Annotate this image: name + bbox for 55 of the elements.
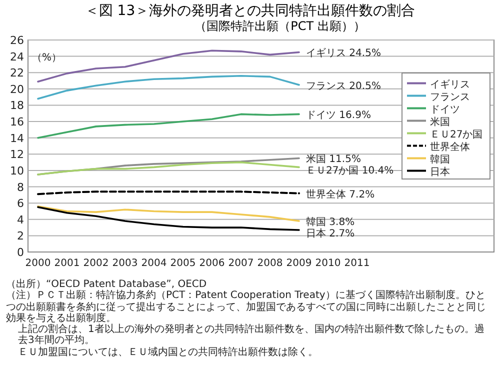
x-tick-label: 2007	[228, 258, 254, 269]
line-series	[37, 206, 300, 231]
annotation: 韓国 3.8%	[306, 216, 355, 228]
y-tick-label: 18	[10, 99, 24, 112]
y-tick-label: 26	[10, 34, 24, 47]
x-tick-label: 2004	[141, 258, 167, 269]
annotation: 世界全体 7.2%	[306, 188, 375, 200]
y-tick-label: 10	[10, 164, 24, 178]
text: （注）ＰＣＴ出願：特許協力条約（PCT：Patent Cooperation Treaty）に基づく国際特許出願制度。ひとつの出願願書を条約に従って提出することによって、加盟国であるすべての国に同時に出願したことと同じ効果を与える出願制度。	[6, 290, 487, 324]
annotation: 米国 11.5%	[306, 153, 361, 166]
x-tick-label: 2001	[54, 258, 80, 269]
y-tick-label: 0	[17, 246, 24, 259]
x-tick-label: 2002	[83, 258, 109, 269]
x-tick-label: 2005	[170, 258, 196, 269]
y-tick-label: 6	[17, 197, 24, 210]
y-tick-label: 14	[10, 132, 24, 145]
legend-label: フランス	[430, 92, 470, 103]
annotation: イギリス 24.5%	[306, 47, 381, 60]
annotation: ドイツ 16.9%	[306, 110, 371, 122]
y-tick-label: 24	[10, 50, 24, 64]
x-tick-label: 2011	[344, 258, 370, 269]
annotation: ＥＵ27か国 10.4%	[306, 166, 394, 177]
y-tick-label: 2	[17, 230, 24, 243]
x-tick-label: 2003	[112, 258, 138, 269]
line-series	[37, 113, 300, 139]
text: ＥＵ加盟国については、ＥＵ域内国との共同特許出願件数は除く。	[17, 346, 319, 358]
annotation: フランス 20.5%	[306, 80, 381, 92]
legend-label: イギリス	[430, 78, 470, 90]
legend-label: ＥＵ27か国	[430, 129, 483, 140]
y-tick-label: 12	[10, 148, 24, 162]
y-tick-label: 8	[17, 180, 24, 194]
legend-label: ドイツ	[430, 104, 460, 116]
legend-label: 世界全体	[430, 140, 470, 153]
legend-label: 日本	[430, 166, 450, 178]
line-series	[37, 205, 300, 222]
text: 上記の割合は、1者以上の海外の発明者との共同特許出願件数を、国内の特許出願件数で除したもの。過去3年間の平均。	[17, 324, 486, 346]
line-series	[37, 50, 300, 82]
x-tick-label: 2010	[315, 258, 341, 269]
legend-label: 米国	[430, 116, 450, 128]
line-series	[37, 74, 300, 100]
line-series	[37, 161, 300, 176]
x-tick-label: 2006	[199, 258, 225, 269]
x-tick-label: 2000	[25, 258, 51, 269]
y-tick-label: 4	[17, 213, 24, 226]
y-axis-title: （%）	[32, 52, 62, 64]
y-tick-label: 16	[10, 116, 24, 129]
annotation: 日本 2.7%	[306, 228, 355, 240]
y-tick-label: 20	[10, 82, 24, 96]
x-tick-label: 2009	[286, 258, 312, 269]
x-tick-label: 2008	[257, 258, 283, 269]
text: （出所）“OECD Patent Database”, OECD	[6, 279, 208, 290]
chart-title: ＜図 13＞海外の発明者との共同特許出願件数の割合	[84, 3, 416, 19]
legend-label: 韓国	[430, 153, 450, 166]
chart-subtitle: （国際特許出願（PCT 出願））	[194, 19, 366, 34]
y-tick-label: 22	[10, 66, 24, 80]
